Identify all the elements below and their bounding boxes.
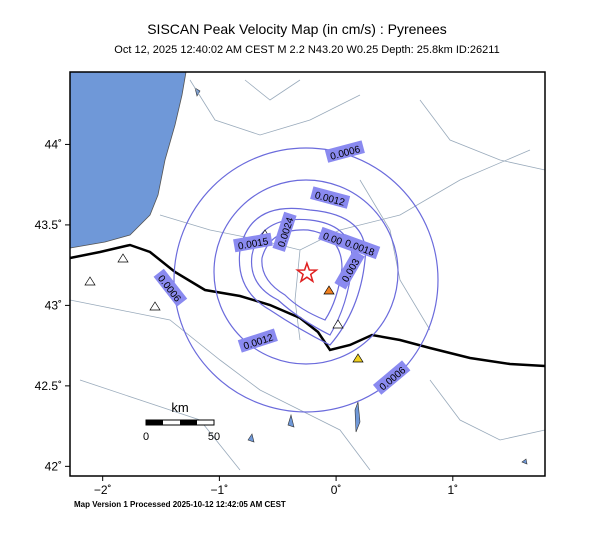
contour-label-box (272, 211, 297, 252)
contour-label-box (310, 186, 351, 209)
scale-start: 0 (143, 431, 149, 443)
y-tick-label: 44˚ (45, 137, 62, 151)
contour-label-box (334, 250, 365, 290)
sea (69, 71, 187, 249)
x-tick-label: −2˚ (94, 483, 112, 497)
frame (69, 71, 546, 477)
x-tick-label: 1˚ (447, 483, 458, 497)
title: SISCAN Peak Velocity Map (in cm/s) : Pyr… (147, 21, 447, 37)
x-tick-label: −1˚ (211, 483, 229, 497)
scale-bar: km 0 50 (143, 400, 220, 443)
y-tick-label: 42˚ (45, 459, 62, 473)
epicenter (295, 260, 319, 284)
scale-unit: km (171, 400, 188, 415)
rivers (69, 79, 546, 471)
contour-label-box (340, 233, 381, 260)
scale-bar-fill (146, 420, 197, 425)
contour-label-text: 0.0015 (237, 236, 269, 252)
border (69, 243, 546, 368)
contours (173, 147, 439, 413)
scale-end: 50 (208, 431, 220, 443)
y-tick-label: 43.5˚ (35, 218, 62, 232)
contour-label-box (324, 140, 365, 163)
subtitle: Oct 12, 2025 12:40:02 AM CEST M 2.2 N43.… (114, 44, 499, 56)
footer: Map Version 1 Processed 2025-10-12 12:42… (74, 500, 286, 509)
x-tick-label: 0˚ (331, 483, 342, 497)
contour-label-box (233, 232, 273, 253)
contour-label-box (153, 268, 188, 307)
contour-label: 0.0015 (233, 232, 273, 253)
contour-label-box (237, 328, 278, 353)
y-tick-label: 43˚ (45, 298, 62, 312)
contour-label-box (372, 360, 411, 395)
y-tick-label: 42.5˚ (35, 379, 62, 393)
